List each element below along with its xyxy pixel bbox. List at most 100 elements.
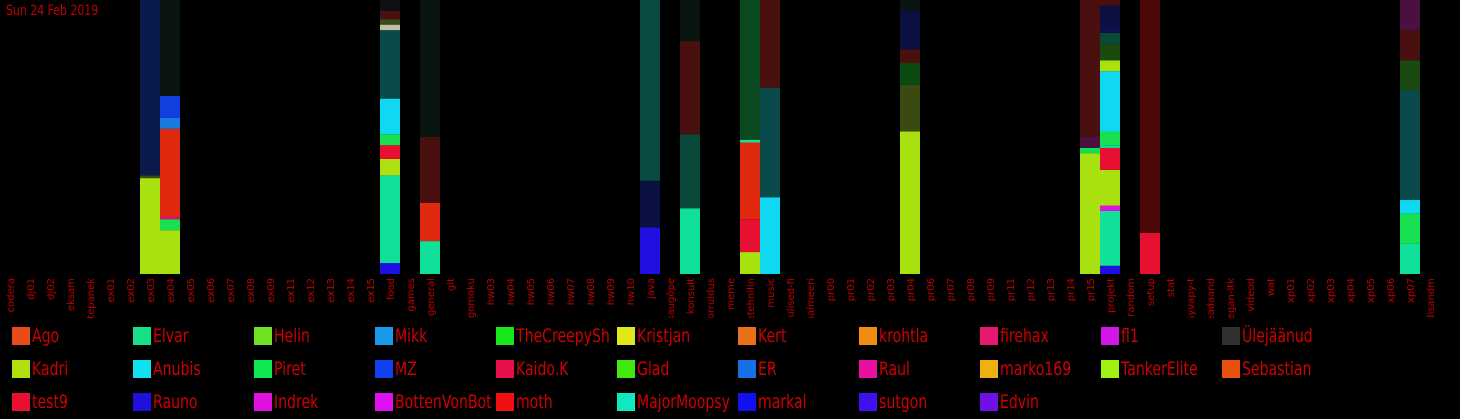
- legend-swatch: [738, 360, 756, 378]
- legend-swatch: [254, 327, 272, 345]
- legend-label: Mikk: [395, 325, 428, 347]
- legend-label: moth: [516, 391, 553, 413]
- legend-swatch: [859, 360, 877, 378]
- x-tick-label: pr06: [926, 278, 937, 301]
- x-tick-label: ex04: [166, 278, 177, 303]
- x-tick-label: ex03: [146, 278, 157, 303]
- x-tick-label: stat: [1166, 278, 1177, 297]
- x-tick-label: gomoku: [466, 278, 477, 318]
- legend-item: sutgon: [859, 389, 977, 415]
- x-tick-label: ex01: [106, 278, 117, 303]
- x-tick-label: hw05: [526, 278, 537, 305]
- legend-swatch: [12, 393, 30, 411]
- x-tick-label: xp05: [1366, 278, 1377, 303]
- legend-label: Raul: [879, 358, 910, 380]
- legend-label: marko169: [1000, 358, 1072, 380]
- x-tick-label: dj01: [26, 278, 37, 300]
- bar-food-segment-7: [380, 24, 400, 31]
- legend-item: MZ: [375, 356, 493, 382]
- legend-label: TheCreepySh: [516, 325, 610, 347]
- bar-mittetehnilin-segment-2: [740, 142, 760, 220]
- legend-label: Piret: [274, 358, 306, 380]
- bar-projekt-segment-7: [1100, 71, 1120, 132]
- x-tick-label: teadaand: [1206, 278, 1217, 318]
- bar-pr15-segment-3: [1080, 0, 1100, 137]
- bar-xp07-segment-6: [1400, 0, 1420, 31]
- bar-pr04-segment-1: [900, 84, 920, 132]
- legend-swatch: [496, 393, 514, 411]
- legend-swatch: [133, 360, 151, 378]
- legend-swatch: [617, 360, 635, 378]
- legend-item: Helin: [254, 323, 372, 349]
- bar-projekt-segment-9: [1100, 43, 1120, 61]
- x-tick-label: pr02: [866, 278, 877, 301]
- x-tick-label: general: [426, 278, 437, 316]
- x-tick-label: meme: [726, 278, 737, 310]
- legend-swatch: [738, 327, 756, 345]
- bar-mittetehnilin-segment-4: [740, 0, 760, 140]
- legend-swatch: [980, 327, 998, 345]
- legend-swatch: [1101, 327, 1119, 345]
- bar-xp07-segment-4: [1400, 60, 1420, 91]
- x-tick-label: pr11: [1006, 278, 1017, 301]
- x-tick-label: pr08: [966, 278, 977, 301]
- legend-label: Sebastian: [1242, 358, 1312, 380]
- bar-pr15-segment-1: [1080, 147, 1100, 154]
- legend-label: markal: [758, 391, 807, 413]
- bar-pr15-segment-0: [1080, 153, 1100, 274]
- x-tick-label: hw06: [546, 278, 557, 305]
- x-tick-label: pr13: [1046, 278, 1057, 301]
- legend-swatch: [496, 360, 514, 378]
- legend: Ago Elvar Helin Mikk TheCreepySh Kristjan Kert…: [0, 318, 1460, 419]
- legend-label: BottenVonBot: [395, 391, 492, 413]
- x-axis-labels: codera dj01 dj02 eksam ettepanek ex01 ex02 ex03…: [6, 278, 1437, 318]
- bar-konsult-segment-2: [680, 41, 700, 135]
- x-tick-label: pr14: [1066, 278, 1077, 301]
- bar-ex04-segment-1: [160, 219, 180, 231]
- bar-xp07-segment-5: [1400, 30, 1420, 61]
- x-tick-label: videod: [1246, 278, 1257, 312]
- bar-food-segment-6: [380, 30, 400, 99]
- bar-general-segment-3: [420, 0, 440, 137]
- bar-projekt-segment-1: [1100, 210, 1120, 266]
- legend-swatch: [12, 327, 30, 345]
- legend-swatch: [1222, 327, 1240, 345]
- x-tick-label: setup: [1146, 278, 1157, 306]
- legend-label: test9: [32, 391, 68, 413]
- bar-general-segment-2: [420, 137, 440, 203]
- bar-food-segment-5: [380, 98, 400, 135]
- legend-item: markal: [738, 389, 856, 415]
- bar-setup-segment-0: [1140, 232, 1160, 274]
- bar-setup-segment-1: [1140, 0, 1160, 233]
- x-tick-label: random: [1126, 278, 1137, 317]
- bar-food-segment-10: [380, 0, 400, 11]
- legend-item: Elvar: [133, 323, 251, 349]
- legend-label: MZ: [395, 358, 417, 380]
- bar-ex03-segment-1: [140, 175, 160, 179]
- legend-label: Kert: [758, 325, 787, 347]
- legend-item: Ülejäänud: [1222, 323, 1337, 349]
- legend-label: TankerElite: [1121, 358, 1198, 380]
- legend-item: Sebastian: [1222, 356, 1337, 382]
- legend-item: krohtla: [859, 323, 977, 349]
- legend-label: krohtla: [879, 325, 929, 347]
- legend-swatch: [496, 327, 514, 345]
- bar-ex04-segment-5: [160, 95, 180, 118]
- legend-label: Rauno: [153, 391, 198, 413]
- legend-item: Kert: [738, 323, 856, 349]
- x-tick-label: palmeeri: [806, 278, 817, 318]
- bar-general-segment-0: [420, 241, 440, 274]
- bar-ex04-segment-2: [160, 216, 180, 220]
- legend-label: Kaido.K: [516, 358, 569, 380]
- bar-konsult-segment-0: [680, 208, 700, 274]
- legend-item: firehax: [980, 323, 1098, 349]
- legend-item: Ago: [12, 323, 130, 349]
- legend-swatch: [859, 393, 877, 411]
- x-tick-label: pr00: [826, 278, 837, 301]
- bar-projekt-segment-12: [1100, 5, 1120, 25]
- legend-item: fl1: [1101, 323, 1219, 349]
- x-tick-label: ex06: [206, 278, 217, 303]
- bar-projekt-segment-2: [1100, 205, 1120, 211]
- x-tick-label: konsult: [686, 278, 697, 314]
- legend-swatch: [375, 393, 393, 411]
